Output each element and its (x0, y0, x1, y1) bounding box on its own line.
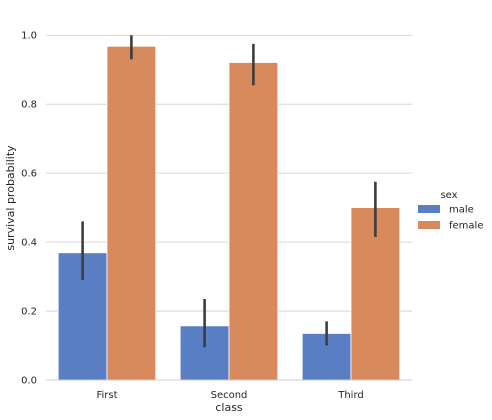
y-tick-label: 0.2 (21, 307, 37, 318)
y-tick-label: 1.0 (21, 31, 37, 42)
y-axis-label: survival probability (4, 145, 17, 251)
bars (57, 45, 401, 381)
bar-female-first (106, 45, 157, 381)
legend-title: sex (440, 190, 457, 201)
legend-swatch-male (418, 205, 440, 213)
legend-label-male: male (449, 205, 474, 216)
y-tick-label: 0.0 (21, 376, 37, 387)
error-bars (81, 35, 377, 348)
legend-swatch-female (418, 221, 440, 229)
legend: sex male female (418, 190, 483, 232)
legend-label-female: female (449, 221, 483, 232)
x-tick-label: Second (211, 390, 248, 401)
x-tick-label: First (96, 390, 117, 401)
y-tick-label: 0.8 (21, 100, 37, 111)
x-tick-label: Third (337, 390, 364, 401)
axes: 0.0 0.2 0.4 0.6 0.8 1.0 First Second Third (21, 31, 412, 401)
x-axis-label: class (215, 401, 243, 414)
bar-female-second (228, 62, 279, 381)
y-tick-label: 0.4 (21, 238, 37, 249)
y-tick-label: 0.6 (21, 169, 37, 180)
